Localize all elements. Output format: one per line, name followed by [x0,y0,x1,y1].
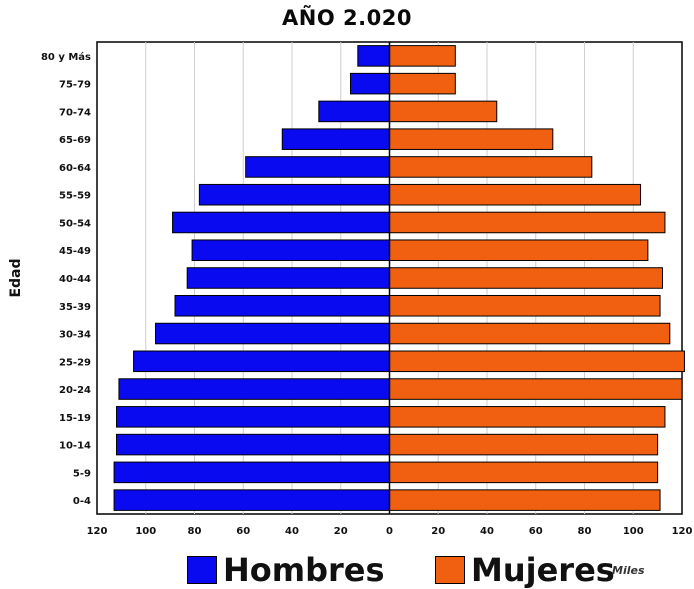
age-group-label: 60-64 [59,163,91,174]
bar-hombres [174,294,390,317]
bar-hombres [113,461,390,484]
bar-hombres [245,156,390,178]
x-tick-label: 100 [135,526,156,537]
bar-hombres [281,128,390,150]
age-group-label: 65-69 [59,135,91,146]
bar-hombres [133,350,390,373]
x-tick-label: 20 [431,526,445,537]
bar-mujeres [389,183,642,206]
bar-mujeres [389,45,456,67]
age-group-label: 20-24 [59,385,91,396]
x-tick-label: 20 [334,526,348,537]
bar-hombres [172,211,390,234]
x-tick-label: 120 [672,526,693,537]
bar-mujeres [389,128,554,150]
bar-mujeres [389,211,666,234]
bar-hombres [116,406,390,428]
age-group-label: 10-14 [59,441,91,452]
x-tick-label: 60 [529,526,543,537]
age-group-label: 80 y Más [41,51,91,63]
x-tick-labels: 120 100 80 60 40 20 0 20 40 60 80 100 120 [87,526,693,537]
age-group-label: 55-59 [59,191,91,202]
bar-mujeres [389,156,593,178]
unit-label: Miles [612,564,645,577]
bar-mujeres [389,461,659,484]
bar-mujeres [389,294,661,317]
age-group-labels: 80 y Más 75-79 70-74 65-69 60-64 55-59 50-54 45… [41,51,91,507]
age-group-label: 75-79 [59,80,91,91]
bar-mujeres [389,406,666,428]
legend-item-hombres: Hombres [187,554,385,586]
bar-hombres [186,267,390,289]
age-group-label: 15-19 [59,413,91,424]
x-tick-label: 0 [386,526,393,537]
legend-swatch-hombres [187,556,217,584]
bar-mujeres [389,267,663,289]
bar-hombres [155,322,390,345]
bar-mujeres [389,350,685,373]
age-group-label: 45-49 [59,246,91,257]
bar-mujeres [389,433,659,456]
age-group-label: 0-4 [73,496,91,507]
bar-mujeres [389,489,661,511]
legend: Hombres Mujeres [0,548,694,588]
bar-mujeres [389,378,683,400]
age-group-label: 25-29 [59,357,91,368]
bar-hombres [318,100,390,123]
x-tick-label: 80 [188,526,202,537]
age-group-label: 50-54 [59,218,91,229]
x-tick-label: 80 [578,526,592,537]
age-group-label: 40-44 [59,274,91,285]
bar-hombres [113,489,390,511]
bar-hombres [350,72,390,95]
legend-label-mujeres: Mujeres [471,551,615,589]
x-tick-label: 40 [285,526,299,537]
bar-mujeres [389,72,456,95]
legend-item-mujeres: Mujeres [435,554,615,586]
bar-mujeres [389,100,498,123]
bars [113,42,685,514]
y-axis-label: Edad [8,258,24,297]
bar-mujeres [389,322,671,345]
bar-hombres [191,239,390,262]
x-tick-label: 60 [236,526,250,537]
bar-hombres [116,433,390,456]
legend-swatch-mujeres [435,556,465,584]
legend-label-hombres: Hombres [223,551,385,589]
age-group-label: 5-9 [73,468,91,479]
bar-hombres [118,378,390,400]
age-group-label: 70-74 [59,107,91,118]
x-tick-label: 120 [87,526,108,537]
x-tick-label: 100 [623,526,644,537]
bar-hombres [357,45,390,67]
bar-hombres [198,183,390,206]
x-tick-label: 40 [480,526,494,537]
bar-mujeres [389,239,649,262]
population-pyramid-chart: 80 y Más 75-79 70-74 65-69 60-64 55-59 50-54 45… [8,41,693,537]
age-group-label: 30-34 [59,330,91,341]
chart-title: AÑO 2.020 [282,6,412,30]
age-group-label: 35-39 [59,302,91,313]
